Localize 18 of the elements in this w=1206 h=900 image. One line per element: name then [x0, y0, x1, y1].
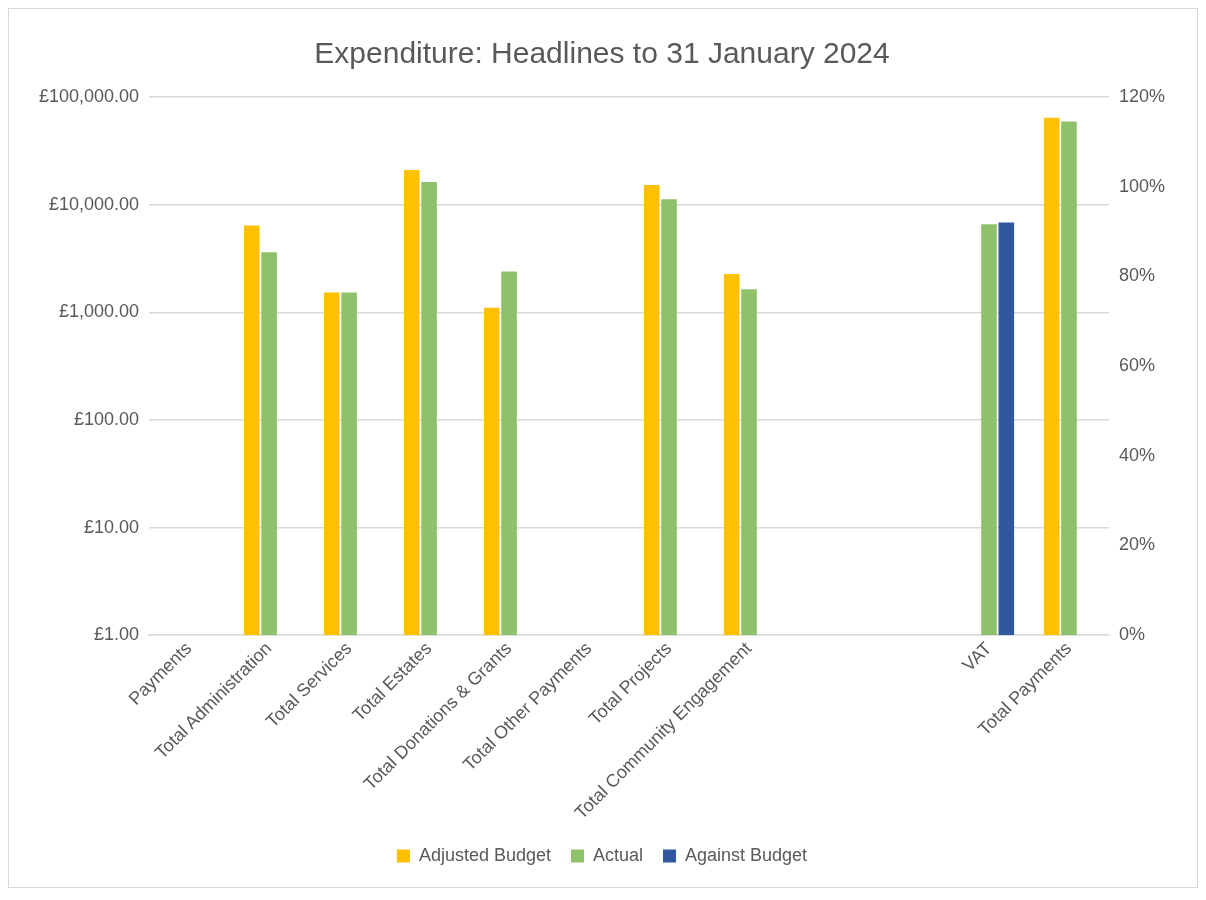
y2-tick-label: 60%: [1118, 355, 1155, 376]
y-tick-label: £100,000.00: [38, 85, 140, 106]
y2-tick-label: 100%: [1118, 175, 1166, 196]
y-tick-label: £10.00: [84, 516, 140, 537]
legend-label: Actual: [592, 844, 644, 865]
y2-tick-label: 0%: [1118, 624, 1145, 645]
x-tick-label: VAT: [958, 638, 996, 676]
y2-tick-label: 120%: [1118, 85, 1166, 106]
y2-tick-label: 80%: [1118, 265, 1155, 286]
legend-label: Adjusted Budget: [418, 844, 551, 865]
y-tick-label: £100.00: [74, 408, 140, 429]
y-tick-label: £1,000.00: [59, 301, 140, 322]
y-tick-label: £10,000.00: [49, 193, 140, 214]
y2-tick-label: 40%: [1118, 444, 1155, 465]
chart-title: Expenditure: Headlines to 31 January 2024: [314, 36, 890, 70]
y2-tick-label: 20%: [1118, 534, 1155, 555]
y-tick-label: £1.00: [94, 624, 140, 645]
legend-label: Against Budget: [685, 844, 808, 865]
